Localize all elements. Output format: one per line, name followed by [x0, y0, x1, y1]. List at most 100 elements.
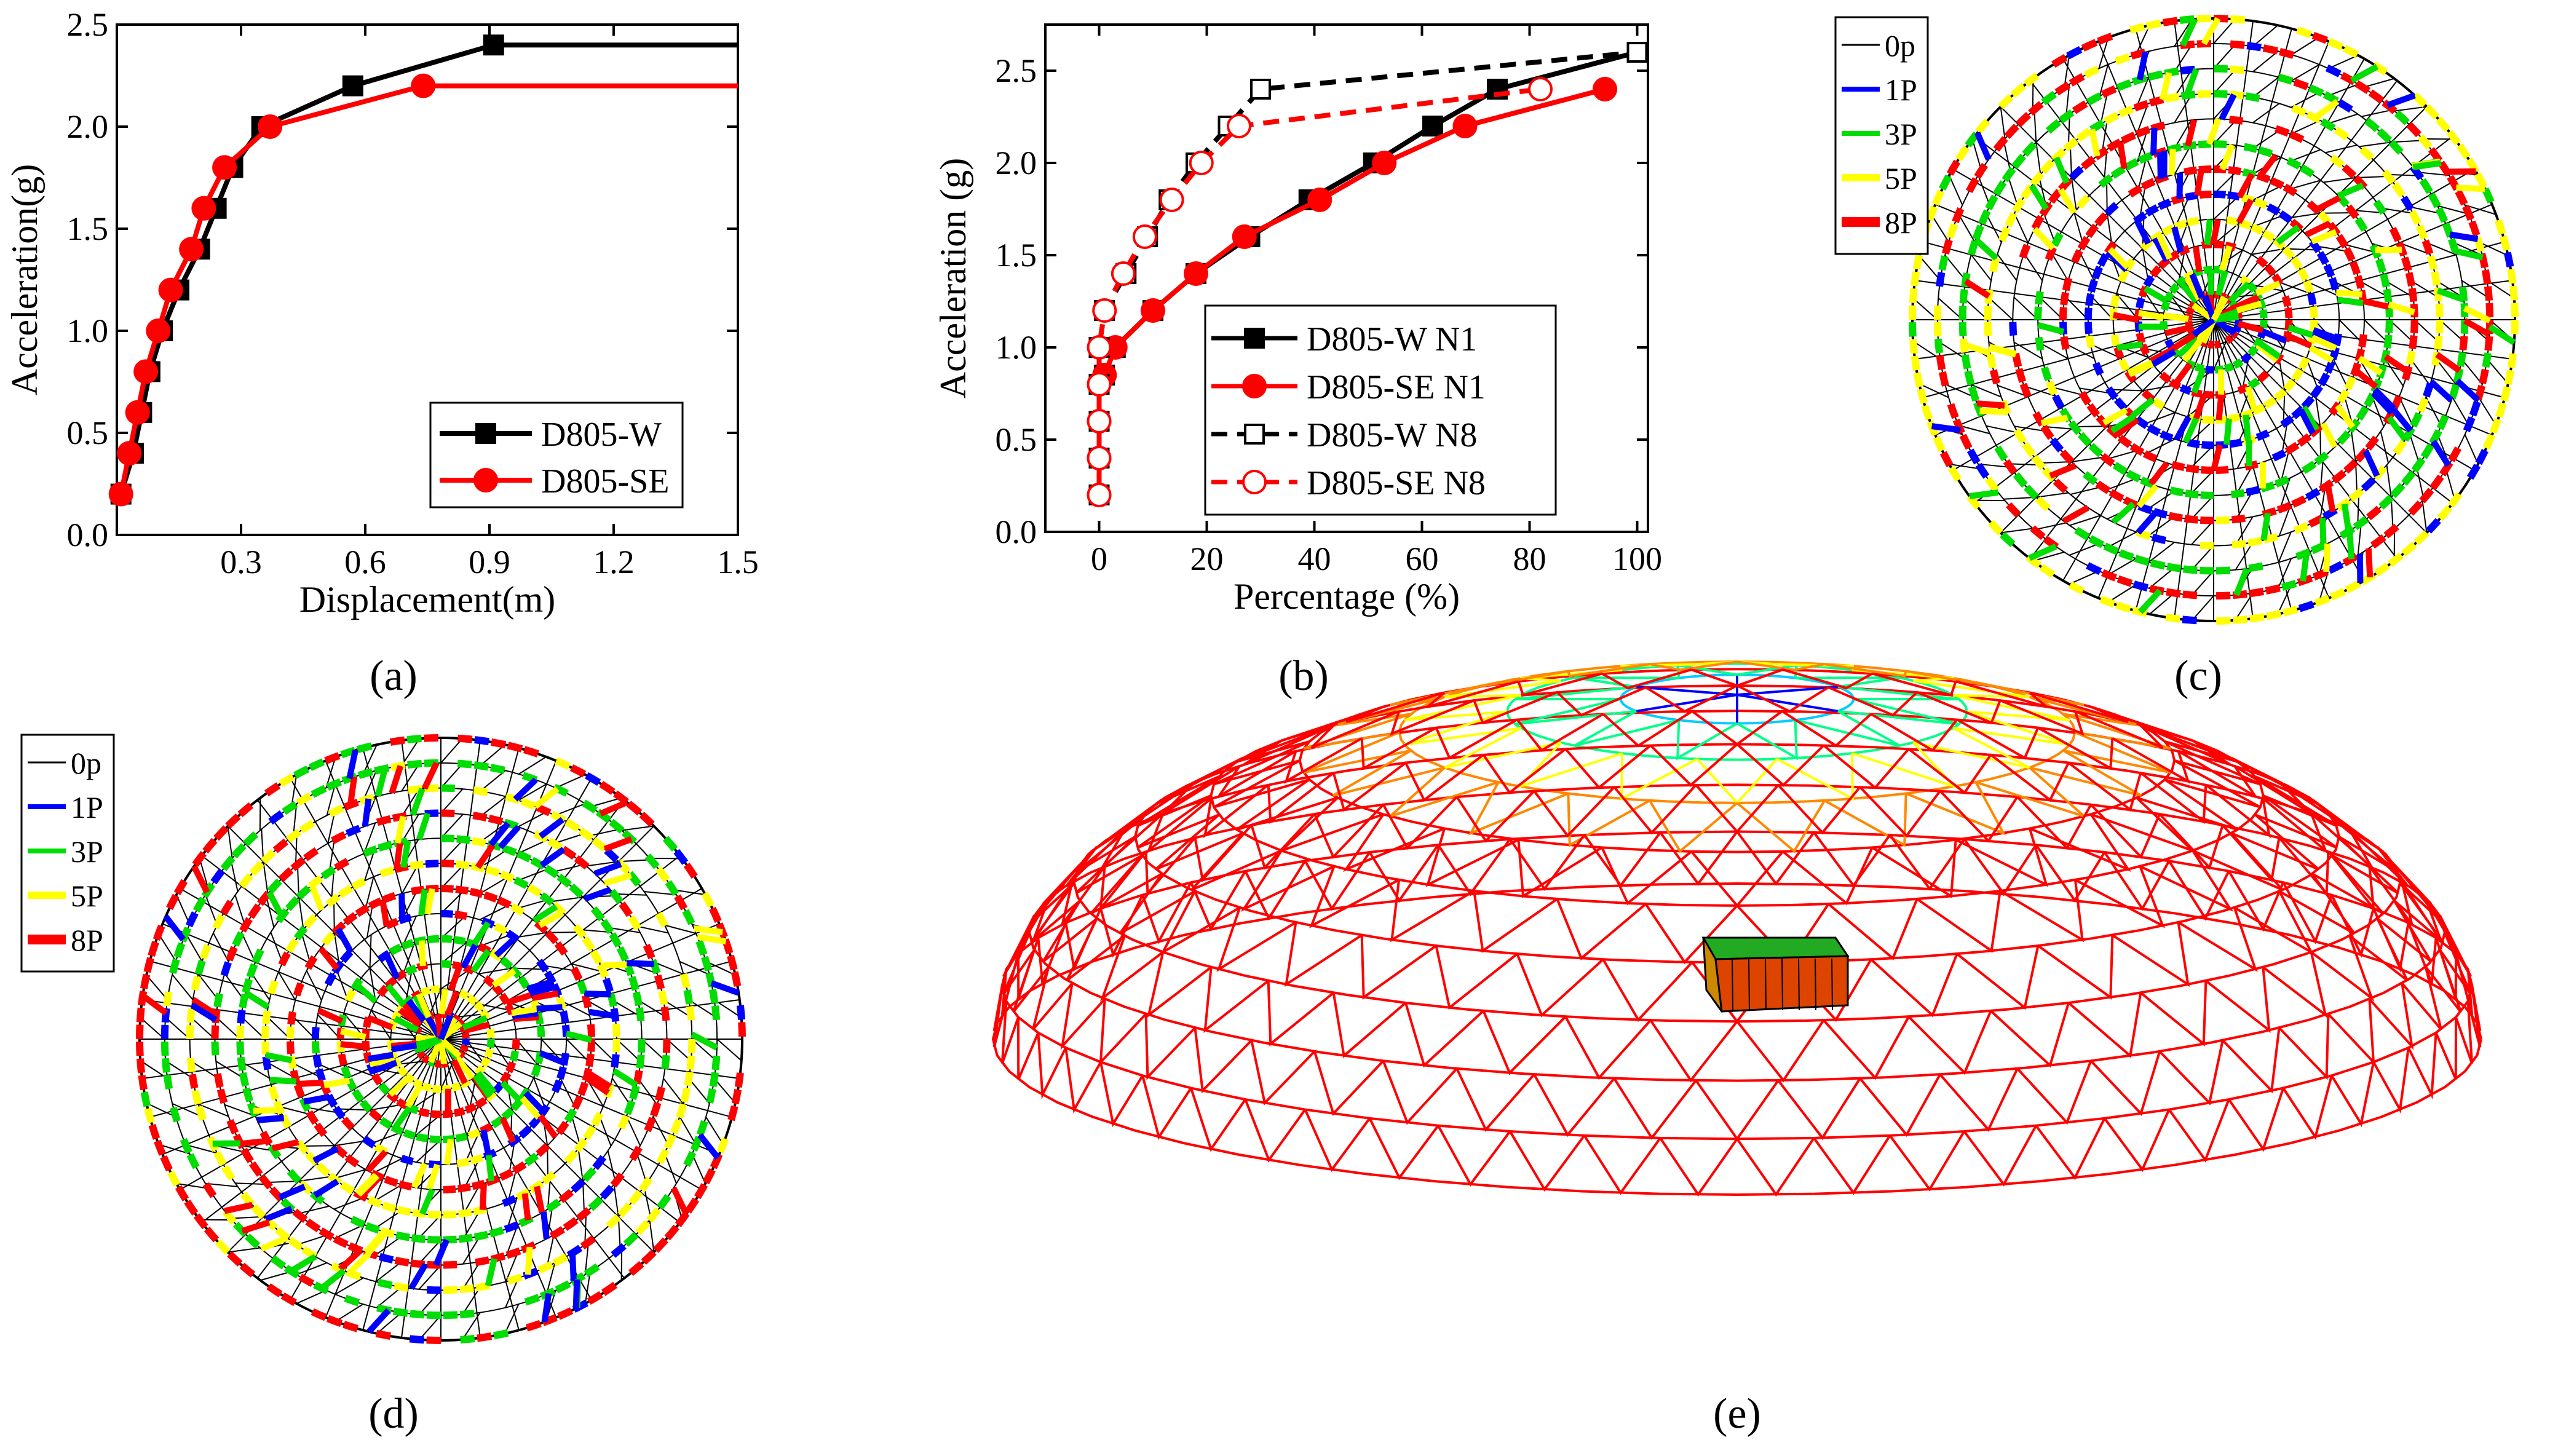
plastic-member	[1985, 194, 1998, 211]
plastic-member	[344, 989, 357, 1002]
dome-member	[1695, 784, 1780, 834]
mesh-diagonal	[2079, 387, 2112, 394]
plastic-member	[2426, 255, 2438, 271]
plastic-member	[2484, 336, 2493, 351]
dome-member	[2067, 992, 2142, 1058]
plastic-member	[267, 979, 279, 995]
mesh-diagonal	[374, 1235, 402, 1256]
mesh-diagonal	[2064, 295, 2089, 320]
plastic-member	[2215, 516, 2230, 524]
mesh-diagonal	[402, 916, 418, 947]
mesh-diagonal	[1912, 341, 1941, 360]
plastic-member	[480, 1056, 491, 1068]
plastic-member	[2266, 203, 2281, 216]
mesh-diagonal	[2000, 528, 2033, 534]
plastic-member	[293, 982, 304, 997]
plastic-member	[2072, 100, 2088, 114]
mesh-diagonal	[2252, 76, 2279, 98]
mesh-diagonal	[2109, 389, 2143, 392]
plastic-strut	[1963, 279, 1991, 299]
plastic-member	[455, 885, 469, 895]
mesh-diagonal	[2103, 149, 2108, 183]
plastic-member	[285, 828, 302, 843]
plastic-member	[403, 1129, 416, 1140]
plastic-member	[2264, 264, 2277, 277]
dome-member	[1990, 1002, 2070, 1068]
plastic-member	[363, 1016, 373, 1028]
dome-member	[1813, 1134, 1891, 1195]
plastic-strut	[335, 927, 354, 954]
plastic-member	[376, 1304, 392, 1315]
plastic-member	[2213, 165, 2227, 173]
plastic-member	[261, 1026, 269, 1040]
plastic-member	[443, 1210, 457, 1219]
plastic-member	[701, 892, 715, 908]
plastic-member	[475, 1281, 491, 1292]
mesh-diagonal	[2279, 478, 2291, 510]
data-point	[1087, 335, 1112, 360]
mesh-diagonal	[618, 859, 651, 863]
plastic-member	[2060, 291, 2069, 306]
mesh-diagonal	[373, 1184, 403, 1202]
plastic-strut	[2337, 296, 2364, 307]
plastic-member	[628, 976, 640, 991]
plastic-member	[2225, 334, 2235, 344]
dome-member	[1515, 697, 1637, 726]
plastic-member	[288, 1236, 304, 1251]
data-point	[1250, 79, 1271, 100]
plastic-strut	[499, 1117, 516, 1144]
plastic-member	[2342, 553, 2359, 567]
plastic-member	[239, 917, 253, 933]
plastic-strut	[2236, 198, 2254, 224]
plastic-member	[646, 1207, 662, 1223]
plastic-member	[583, 1125, 596, 1141]
plastic-member	[2128, 184, 2143, 198]
x-tick-label: 0.6	[344, 544, 386, 580]
plastic-member	[2232, 590, 2247, 599]
plastic-member	[2271, 273, 2284, 286]
plastic-member	[2185, 464, 2200, 473]
mesh-diagonal	[2038, 461, 2072, 464]
plastic-member	[2169, 282, 2180, 295]
mesh-diagonal	[2350, 429, 2356, 462]
dome-member	[1244, 1099, 1307, 1163]
plastic-member	[2262, 44, 2278, 55]
mesh-diagonal	[278, 1106, 311, 1115]
dome-member	[2327, 999, 2375, 1066]
plastic-member	[2088, 443, 2104, 457]
dome-member	[1437, 1125, 1511, 1187]
plastic-member	[686, 1005, 695, 1021]
plastic-strut	[421, 761, 440, 790]
mesh-diagonal	[327, 811, 336, 844]
mesh-diagonal	[2318, 571, 2329, 603]
plastic-member	[489, 949, 503, 962]
plastic-member	[2002, 167, 2016, 183]
plastic-strut	[627, 960, 654, 967]
plastic-member	[2343, 247, 2356, 262]
plastic-member	[440, 960, 452, 968]
plastic-member	[416, 1050, 426, 1060]
legend-item: 1P	[28, 790, 103, 825]
plastic-member	[2160, 430, 2174, 442]
x-tick-label: 1.2	[593, 544, 635, 580]
mesh-diagonal	[2252, 129, 2281, 149]
plastic-member	[410, 1310, 425, 1319]
dome-member	[1437, 838, 1511, 896]
plastic-strut	[697, 933, 727, 945]
mesh-diagonal	[555, 774, 586, 789]
plastic-member	[239, 1072, 250, 1087]
plastic-member	[212, 914, 226, 930]
plastic-member	[2337, 99, 2353, 113]
plastic-member	[2385, 319, 2393, 333]
mesh-diagonal	[2148, 542, 2175, 563]
dome-member	[2037, 726, 2114, 770]
plastic-strut	[2449, 231, 2479, 242]
dome-member	[1567, 793, 1650, 847]
plastic-member	[1917, 388, 1928, 405]
plastic-member	[459, 1044, 469, 1053]
mesh-diagonal	[2235, 516, 2254, 545]
mesh-diagonal	[440, 864, 465, 889]
legend-item: 5P	[28, 879, 103, 913]
plastic-member	[1993, 180, 2007, 196]
mesh-diagonal	[517, 839, 548, 855]
